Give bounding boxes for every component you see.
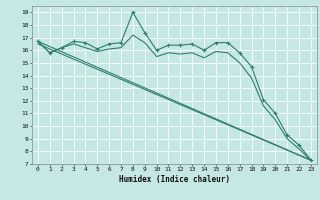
X-axis label: Humidex (Indice chaleur): Humidex (Indice chaleur)	[119, 175, 230, 184]
